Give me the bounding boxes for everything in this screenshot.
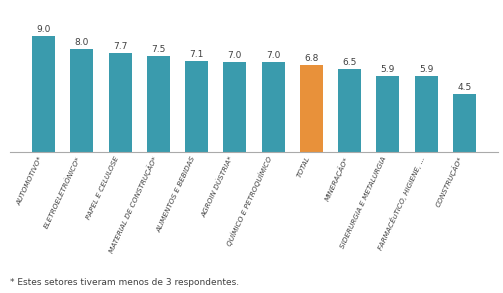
Text: 6.8: 6.8 bbox=[304, 54, 318, 63]
Bar bbox=[109, 53, 132, 152]
Text: 6.5: 6.5 bbox=[343, 58, 357, 67]
Bar bbox=[376, 76, 399, 152]
Bar bbox=[453, 94, 476, 152]
Bar bbox=[185, 61, 208, 152]
Bar bbox=[147, 56, 170, 152]
Text: 7.5: 7.5 bbox=[151, 45, 165, 54]
Text: 8.0: 8.0 bbox=[75, 38, 89, 47]
Text: 7.1: 7.1 bbox=[190, 50, 204, 59]
Bar bbox=[338, 69, 361, 152]
Bar bbox=[300, 65, 323, 152]
Bar bbox=[262, 62, 285, 152]
Bar bbox=[70, 49, 94, 152]
Text: * Estes setores tiveram menos de 3 respondentes.: * Estes setores tiveram menos de 3 respo… bbox=[10, 278, 239, 287]
Text: 4.5: 4.5 bbox=[457, 84, 471, 92]
Text: 5.9: 5.9 bbox=[381, 65, 395, 74]
Text: 9.0: 9.0 bbox=[37, 25, 51, 34]
Text: 7.0: 7.0 bbox=[266, 51, 280, 60]
Text: 7.0: 7.0 bbox=[228, 51, 242, 60]
Text: 5.9: 5.9 bbox=[419, 65, 433, 74]
Bar bbox=[223, 62, 246, 152]
Text: 7.7: 7.7 bbox=[113, 42, 127, 51]
Bar bbox=[414, 76, 438, 152]
Bar bbox=[32, 36, 55, 152]
